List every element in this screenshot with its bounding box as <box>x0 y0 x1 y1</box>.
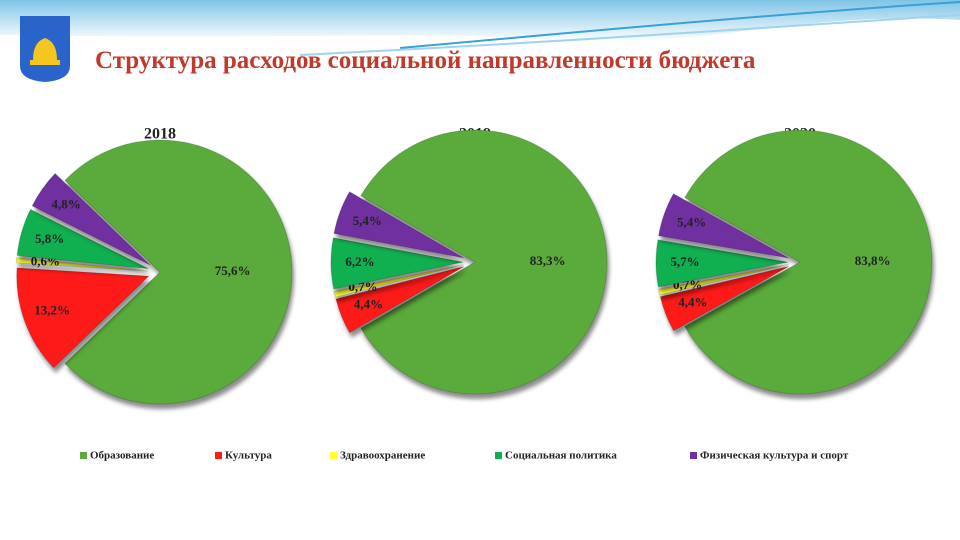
pie-title: 2018 <box>144 126 176 143</box>
pie-slice <box>658 264 789 296</box>
value-label: 83,8% <box>855 253 891 268</box>
pie-slice <box>333 264 464 298</box>
value-label: 75,6% <box>215 263 251 278</box>
value-label: 4,4% <box>678 295 707 310</box>
value-label: 4,8% <box>52 197 81 212</box>
pie-slice <box>16 267 150 369</box>
pie-slice <box>658 193 789 259</box>
legend-label: Культура <box>225 450 272 462</box>
header-line <box>299 14 960 56</box>
pie-slice <box>335 266 465 334</box>
pie-slice <box>16 208 149 270</box>
legend-label: Физическая культура и спорт <box>700 450 849 462</box>
pie-slice <box>31 172 151 266</box>
legend-swatch <box>690 452 697 459</box>
pie-slice <box>64 139 293 405</box>
pie-slice <box>360 129 608 395</box>
legend-swatch <box>80 452 87 459</box>
legend-swatch <box>215 452 222 459</box>
pie-slice <box>659 265 790 332</box>
value-label: 5,8% <box>35 231 64 246</box>
slide-title: Структура расходов социальной направленн… <box>95 47 756 74</box>
pie-slice <box>330 237 464 290</box>
pie-slice <box>655 239 789 288</box>
value-label: 83,3% <box>530 253 566 268</box>
header-line <box>399 1 960 49</box>
pie-slice <box>333 191 464 259</box>
emblem-bell <box>30 60 60 65</box>
value-label: 6,2% <box>345 254 374 269</box>
legend-swatch <box>495 452 502 459</box>
legend-label: Образование <box>90 450 154 462</box>
value-label: 13,2% <box>34 303 70 318</box>
pie-slice <box>15 257 149 272</box>
value-label: 5,4% <box>677 215 706 230</box>
legend-swatch <box>330 452 337 459</box>
header-wave <box>0 0 960 42</box>
legend-label: Социальная политика <box>505 450 617 462</box>
value-label: 5,4% <box>353 213 382 228</box>
legend-label: Здравоохранение <box>340 450 425 462</box>
charts: 201875,6%13,2%0,6%5,8%4,8%201983,3%4,4%0… <box>15 126 933 462</box>
value-label: 4,4% <box>354 296 383 311</box>
emblem-bell <box>33 38 57 60</box>
value-label: 5,7% <box>670 254 699 269</box>
pie-slice <box>684 129 933 395</box>
